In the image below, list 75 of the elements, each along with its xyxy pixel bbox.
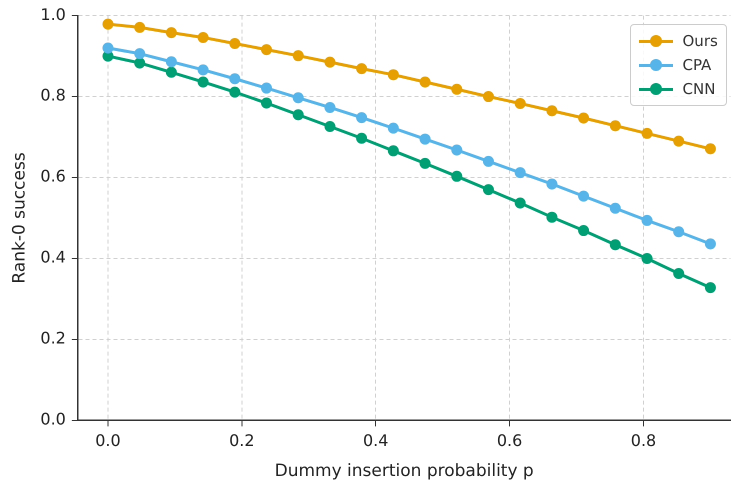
point [704,143,716,154]
legend-label: Ours [682,32,718,50]
point [642,214,653,226]
point [292,92,304,104]
point [198,76,209,88]
point [166,66,177,78]
x-axis-title: Dummy insertion probability p [274,461,534,482]
point [134,57,146,68]
point [642,128,653,139]
x-tick-label: 0.6 [496,431,522,450]
point [260,44,272,56]
point [514,198,526,209]
point [324,121,336,132]
point [356,132,368,144]
point [229,73,240,84]
point [102,18,114,30]
point [578,225,590,236]
point [229,38,240,50]
point [420,76,431,88]
point [546,105,558,116]
y-tick-label: 0.2 [40,328,66,348]
point [610,202,621,214]
point [356,63,368,74]
y-tick-label: 0.4 [40,248,66,267]
point [546,212,558,223]
point [420,134,431,145]
point [134,48,146,60]
point [578,190,590,202]
x-tick-label: 0.0 [95,431,121,450]
x-tick-label: 0.2 [229,431,255,450]
point [324,56,336,68]
y-tick-label: 0.6 [40,166,66,186]
point [642,252,653,264]
x-tick-label: 0.4 [362,431,388,450]
legend-label: CPA [682,56,712,74]
point [166,56,177,68]
point [260,98,272,109]
y-tick-label: 1.0 [40,4,66,24]
point [229,86,240,98]
point [292,109,304,120]
point [198,32,209,43]
point [514,167,526,178]
y-tick-label: 0.8 [40,86,66,105]
point [482,184,494,196]
point [388,69,399,80]
point [388,145,399,156]
point [578,112,590,124]
point [482,156,494,167]
point [198,64,209,76]
point [102,42,114,54]
y-axis-title: Rank-0 success [10,152,30,284]
point [451,170,462,182]
point [451,84,462,95]
point [134,22,146,33]
point [673,136,684,147]
point [482,91,494,102]
legend-label: CNN [682,80,716,98]
point [704,282,716,294]
point [673,268,684,279]
point [546,178,558,190]
x-tick-label: 0.8 [630,431,656,450]
point [420,158,431,169]
point [514,98,526,109]
point [292,50,304,62]
point [451,144,462,156]
point [673,226,684,238]
point [166,27,177,38]
point [610,120,621,132]
point [356,112,368,124]
point [324,102,336,113]
point [388,122,399,134]
point [704,238,716,250]
y-tick-label: 0.0 [40,410,66,429]
point [610,239,621,250]
point [260,82,272,94]
